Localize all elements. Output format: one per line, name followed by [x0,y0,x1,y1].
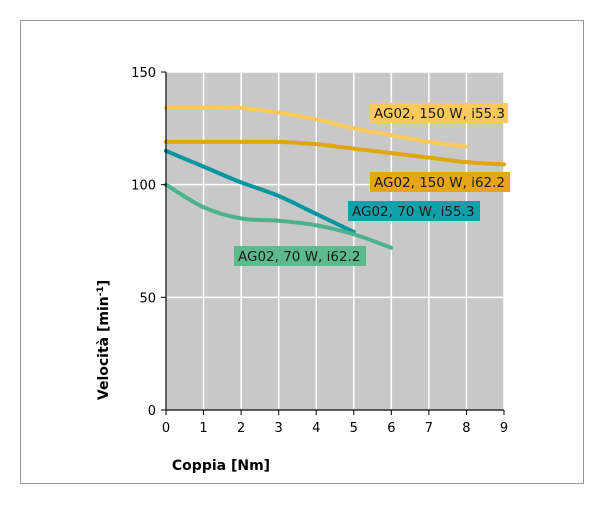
x-tick-label: 0 [162,421,170,436]
series-label-3: AG02, 70 W, i55.3 [352,204,474,220]
y-axis-label: Velocità [min-1] [96,280,112,400]
series-line-1 [164,105,469,149]
x-tick-label: 6 [387,421,395,436]
y-axis-label-main: Velocità [min [96,296,112,400]
x-tick-label: 2 [237,421,245,436]
series-label-bg-4 [234,246,366,266]
series-line-2 [164,139,506,167]
x-tick-label: 4 [312,421,320,436]
series-line-3 [164,148,356,234]
y-tick-labels: 0 50 100 150 [131,66,156,419]
y-tick-label: 100 [131,179,156,194]
series-labels: AG02, 150 W, i55.3 AG02, 150 W, i62.2 AG02… [234,103,510,266]
series-label-4: AG02, 70 W, i62.2 [238,249,360,265]
x-tick-label: 3 [275,421,283,436]
x-tick-labels: 0 1 2 3 4 5 6 7 8 9 [162,421,508,436]
x-tick-label: 8 [462,421,470,436]
series-label-1: AG02, 150 W, i55.3 [374,106,505,122]
axes [161,71,505,415]
y-tick-label: 50 [139,291,156,306]
y-tick-label: 0 [148,404,156,419]
series-label-bg-2 [370,172,510,192]
series-label-2: AG02, 150 W, i62.2 [374,175,505,191]
y-axis-label-tail: ] [96,280,112,286]
y-tick-label: 150 [131,66,156,81]
x-tick-label: 1 [199,421,207,436]
series-label-bg-3 [348,201,480,221]
series-line-4 [164,182,394,250]
x-axis-label: Coppia [Nm] [172,458,270,474]
x-tick-label: 9 [500,421,508,436]
series-lines [164,105,506,250]
x-tick-label: 5 [350,421,358,436]
series-label-bg-1 [370,103,508,123]
x-tick-label: 7 [425,421,433,436]
y-axis-label-sup: -1 [96,286,106,296]
plot-area [166,72,504,410]
